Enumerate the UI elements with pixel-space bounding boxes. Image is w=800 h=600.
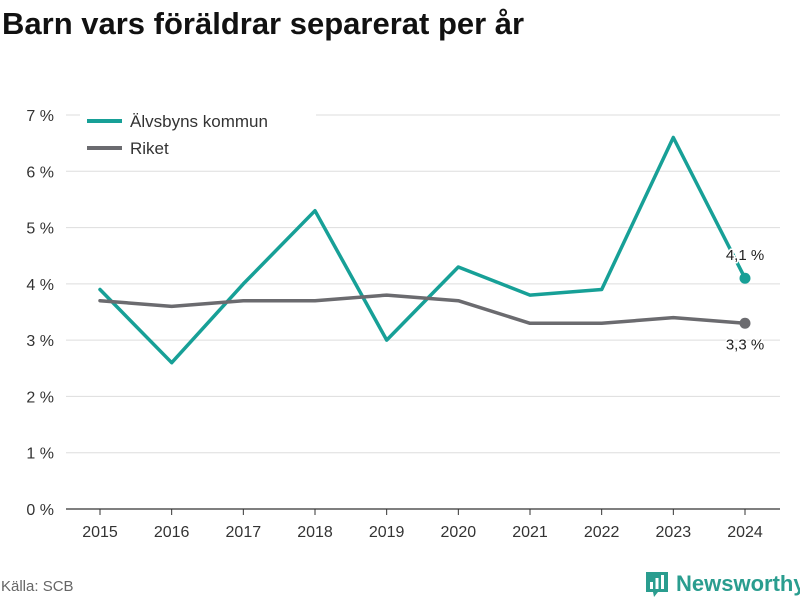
x-axis-tick-labels: 2015 2016 2017 2018 2019 2020 2021 2022 2023 2024 [82, 509, 763, 541]
x-tick-label: 2020 [441, 524, 477, 541]
series-end-point [739, 272, 751, 284]
series-end-label: 3,3 % [726, 336, 764, 353]
legend-label: Älvsbyns kommun [130, 112, 268, 131]
x-tick-label: 2016 [154, 524, 190, 541]
x-tick-label: 2019 [369, 524, 405, 541]
legend-label: Riket [130, 139, 169, 158]
series-end-point [739, 317, 751, 329]
newsworthy-logo-icon [646, 572, 668, 597]
x-tick-label: 2015 [82, 524, 118, 541]
x-tick-label: 2017 [226, 524, 262, 541]
series-line [98, 135, 747, 365]
legend: Älvsbyns kommun Riket [80, 109, 316, 162]
series-line [98, 293, 747, 326]
brand-name: Newsworthy [676, 571, 800, 596]
brand-logo[interactable]: Newsworthy [644, 570, 800, 598]
x-tick-label: 2023 [656, 524, 692, 541]
x-tick-label: 2024 [727, 524, 763, 541]
x-tick-label: 2022 [584, 524, 620, 541]
series-lines: 4,1 % 3,3 % [98, 135, 766, 365]
y-tick-label: 4 % [26, 277, 54, 294]
y-tick-label: 7 % [26, 108, 54, 125]
x-tick-label: 2018 [297, 524, 333, 541]
grid-lines [66, 114, 780, 510]
y-tick-label: 5 % [26, 221, 54, 238]
series-end-label: 4,1 % [726, 247, 764, 264]
y-tick-label: 3 % [26, 333, 54, 350]
y-tick-label: 6 % [26, 164, 54, 181]
y-tick-label: 2 % [26, 389, 54, 406]
chart-title: Barn vars föräldrar separerat per år [2, 6, 525, 41]
source-note: Källa: SCB [1, 578, 74, 595]
y-axis-tick-labels: 0 % 1 % 2 % 3 % 4 % 5 % 6 % 7 % [26, 108, 54, 519]
x-tick-label: 2021 [512, 524, 548, 541]
y-tick-label: 0 % [26, 502, 54, 519]
y-tick-label: 1 % [26, 446, 54, 463]
